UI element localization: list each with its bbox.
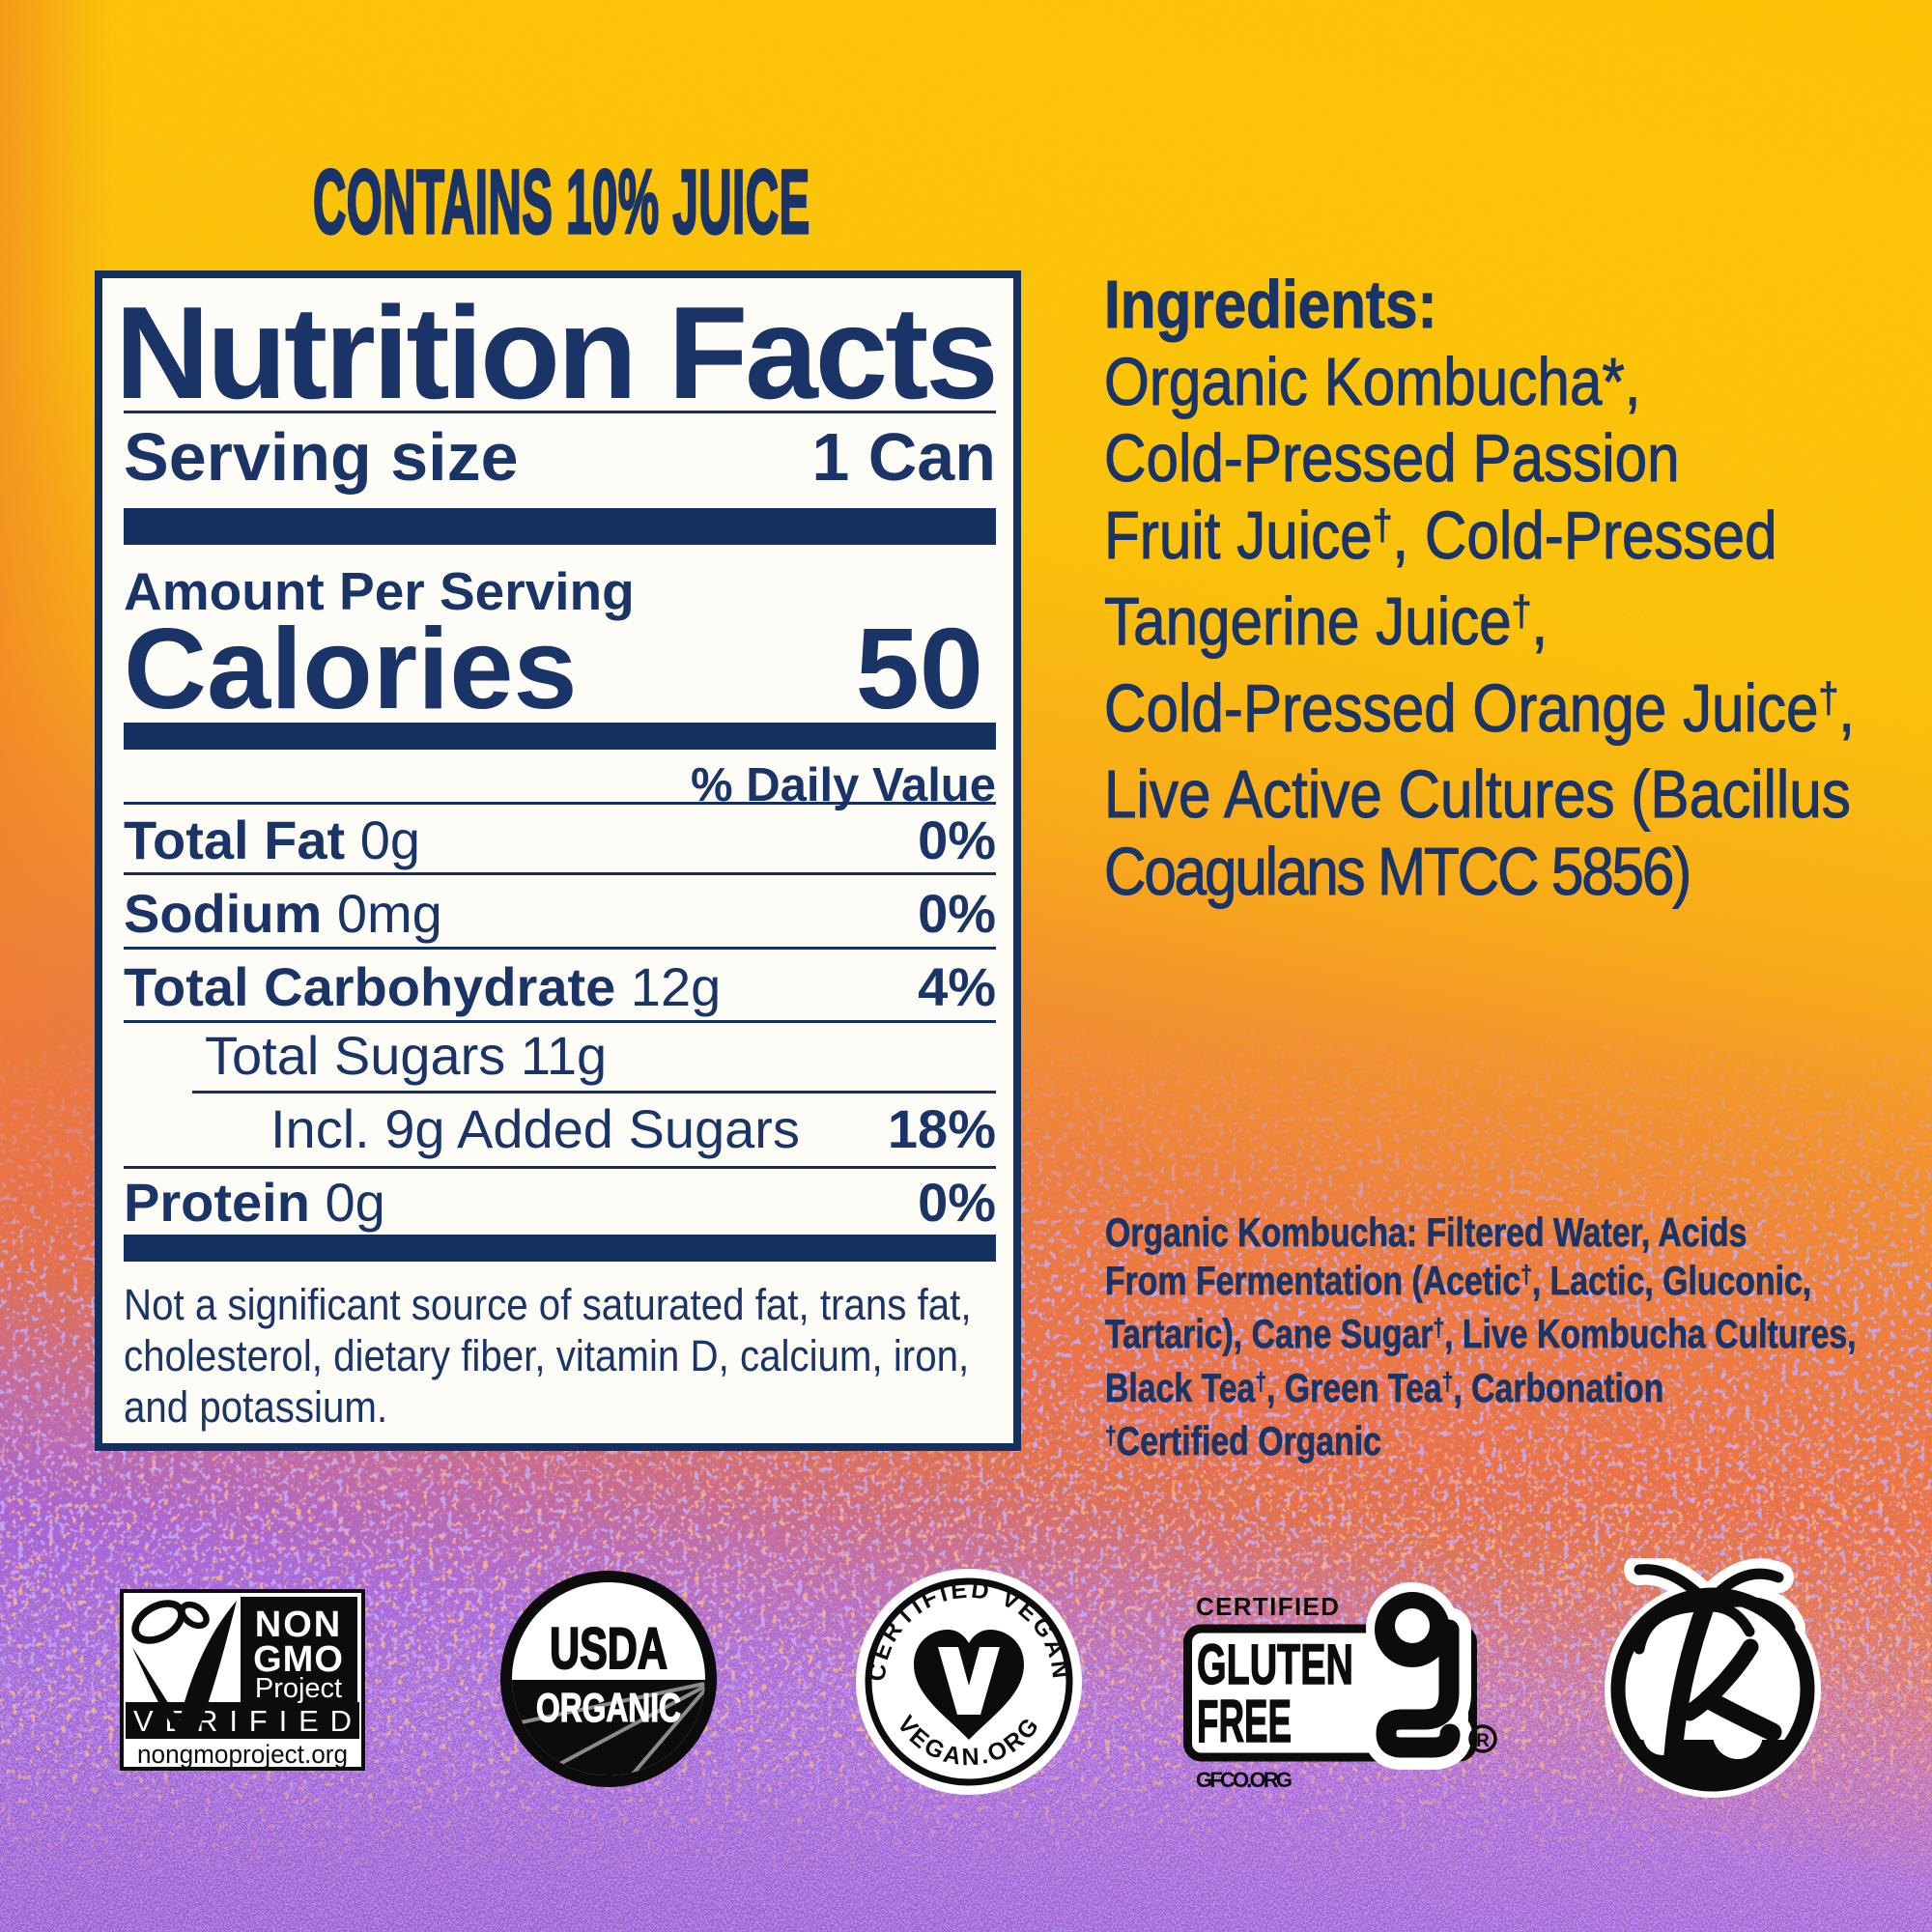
svg-text:CERTIFIED: CERTIFIED [1196, 1592, 1339, 1621]
svg-text:GFCO.ORG: GFCO.ORG [1196, 1768, 1293, 1789]
svg-text:GLUTEN: GLUTEN [1197, 1634, 1353, 1696]
svg-text:USDA: USDA [550, 1616, 668, 1681]
svg-text:Project: Project [255, 1673, 342, 1704]
svg-text:ORGANIC: ORGANIC [536, 1685, 681, 1730]
svg-text:R: R [1476, 1731, 1490, 1751]
svg-text:nongmoproject.org: nongmoproject.org [137, 1740, 348, 1769]
svg-text:NON: NON [255, 1605, 342, 1645]
svg-text:GMO: GMO [253, 1639, 344, 1680]
svg-text:FREE: FREE [1197, 1689, 1292, 1755]
